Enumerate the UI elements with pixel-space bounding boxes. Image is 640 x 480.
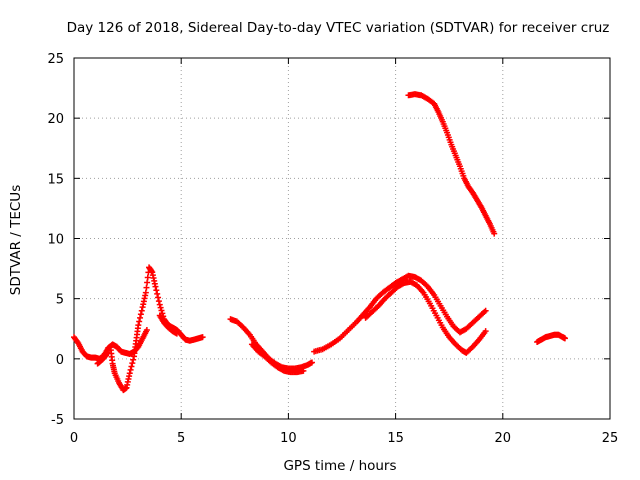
data-point [144, 274, 151, 281]
series-arc-4 [405, 91, 498, 237]
data-point [482, 307, 489, 314]
y-tick-label: 15 [47, 172, 64, 187]
data-point [135, 322, 142, 329]
series-arc-1c [156, 312, 180, 337]
data-point [155, 294, 162, 301]
data-point [143, 326, 150, 333]
data-point [157, 304, 164, 311]
data-point [300, 367, 307, 374]
data-point [158, 307, 165, 314]
data-point [154, 290, 161, 297]
data-point [155, 298, 162, 305]
chart-title: Day 126 of 2018, Sidereal Day-to-day VTE… [67, 20, 610, 36]
data-point [308, 359, 315, 366]
series-arc-2b [248, 341, 307, 376]
series-arc-3b [362, 278, 489, 356]
data-point [173, 330, 180, 337]
y-tick-label: 10 [47, 233, 64, 248]
series-arc-5 [534, 331, 568, 345]
data-point [128, 363, 135, 370]
data-point [199, 334, 206, 341]
data-point [156, 301, 163, 308]
series-arc-3a [311, 272, 489, 355]
y-tick-label: 25 [47, 52, 64, 67]
data-point [137, 314, 144, 321]
data-point [130, 356, 137, 363]
y-tick-label: 0 [56, 353, 64, 368]
y-tick-label: 5 [56, 293, 64, 308]
data-point [561, 335, 568, 342]
x-tick-label: 0 [70, 431, 78, 446]
y-tick-label: 20 [47, 112, 64, 127]
data-point [491, 230, 498, 237]
data-point [127, 366, 134, 373]
grid [74, 58, 610, 419]
y-axis-label: SDTVAR / TECUs [8, 185, 24, 295]
x-tick-label: 10 [280, 431, 297, 446]
data-point [482, 328, 489, 335]
data-point [153, 287, 160, 294]
data-point [138, 307, 145, 314]
data-points [71, 91, 568, 394]
data-point [152, 283, 159, 290]
data-point [142, 289, 149, 296]
data-point [143, 284, 150, 291]
y-tick-label: -5 [51, 413, 64, 428]
series-arc-1b [94, 264, 206, 394]
x-tick-label: 5 [177, 431, 185, 446]
x-tick-label: 15 [387, 431, 404, 446]
data-point [126, 370, 133, 377]
x-tick-label: 20 [495, 431, 512, 446]
x-axis-label: GPS time / hours [283, 458, 396, 474]
x-axis: 0 5 10 15 20 25 [70, 58, 618, 446]
y-axis: -5 0 5 10 15 20 25 [47, 52, 610, 428]
data-point [136, 318, 143, 325]
x-tick-label: 25 [602, 431, 619, 446]
data-point [137, 311, 144, 318]
data-point [129, 360, 136, 367]
data-point [144, 279, 151, 286]
